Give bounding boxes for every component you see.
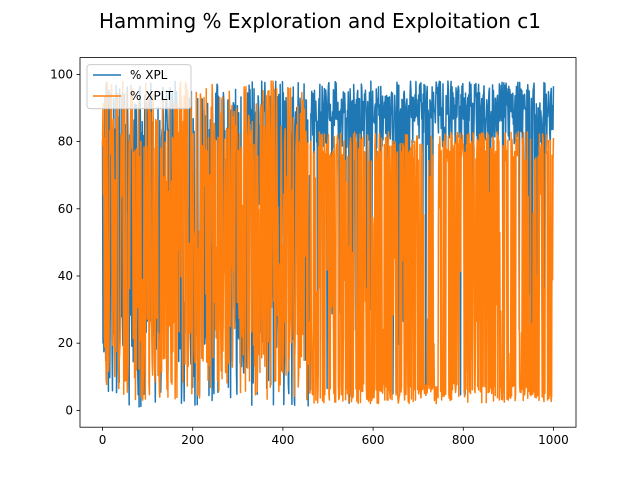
axes-frame xyxy=(79,57,577,428)
y-tick-label: 0 xyxy=(65,403,73,417)
legend-label-xplt: % XPLT xyxy=(130,89,174,103)
y-tick-label: 40 xyxy=(58,269,73,283)
x-tick-label: 400 xyxy=(271,433,294,447)
y-tick-label: 100 xyxy=(50,67,73,81)
y-tick-label: 80 xyxy=(58,135,73,149)
x-tick-label: 600 xyxy=(362,433,385,447)
legend: % XPL % XPLT xyxy=(86,64,192,110)
legend-label-xpl: % XPL xyxy=(130,68,168,82)
chart-title: Hamming % Exploration and Exploitation c… xyxy=(99,9,541,33)
series-line-xplt xyxy=(101,80,555,405)
y-tick-label: 20 xyxy=(58,336,73,350)
x-tick-label: 800 xyxy=(452,433,475,447)
x-tick-label: 200 xyxy=(181,433,204,447)
series-layer xyxy=(101,80,555,408)
ticks-layer: 0 200 400 600 800 1000 0 20 40 60 80 100 xyxy=(50,67,569,447)
x-tick-label: 1000 xyxy=(538,433,569,447)
x-tick-label: 0 xyxy=(99,433,107,447)
y-tick-label: 60 xyxy=(58,202,73,216)
